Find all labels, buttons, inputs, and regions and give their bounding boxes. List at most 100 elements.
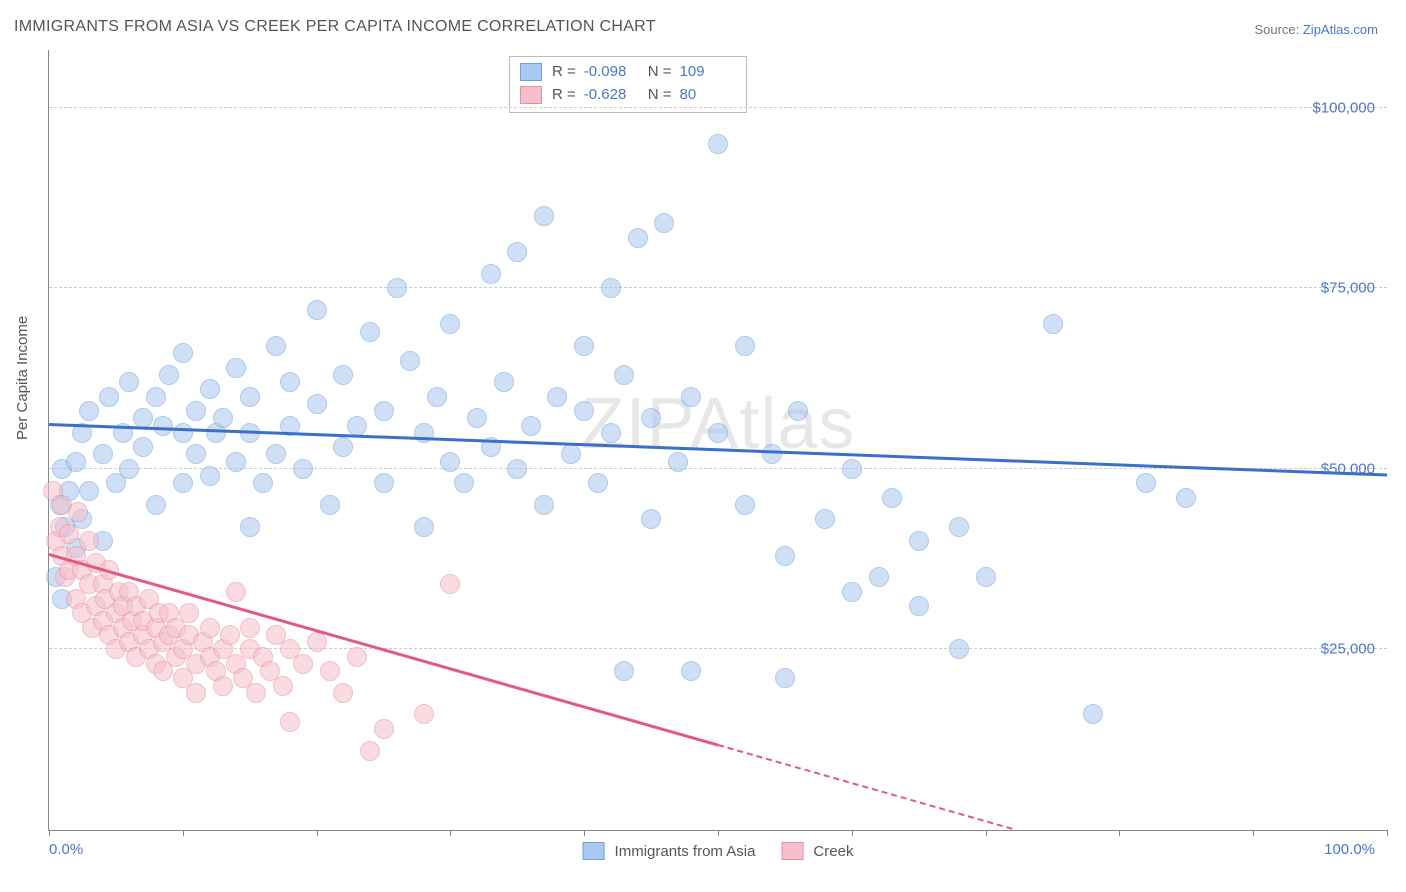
data-point <box>628 228 648 248</box>
data-point <box>414 704 434 724</box>
swatch-creek-icon <box>520 86 542 104</box>
data-point <box>949 639 969 659</box>
stat-r-label: R = <box>552 61 576 84</box>
x-axis-max-label: 100.0% <box>1324 841 1375 858</box>
x-tick <box>986 830 987 836</box>
data-point <box>226 582 246 602</box>
data-point <box>775 668 795 688</box>
data-point <box>360 322 380 342</box>
data-point <box>601 278 621 298</box>
data-point <box>374 473 394 493</box>
data-point <box>588 473 608 493</box>
data-point <box>534 495 554 515</box>
x-tick <box>718 830 719 836</box>
data-point <box>79 401 99 421</box>
data-point <box>427 387 447 407</box>
data-point <box>119 372 139 392</box>
data-point <box>1083 704 1103 724</box>
data-point <box>601 423 621 443</box>
plot-area: ZIPAtlas R = -0.098 N = 109 R = -0.628 N… <box>48 50 1387 831</box>
source-prefix: Source: <box>1254 22 1302 37</box>
y-tick-label: $75,000 <box>1321 280 1375 297</box>
data-point <box>173 423 193 443</box>
legend-item-asia: Immigrants from Asia <box>583 842 756 860</box>
stats-row-creek: R = -0.628 N = 80 <box>520 84 736 107</box>
data-point <box>246 683 266 703</box>
data-point <box>240 618 260 638</box>
data-point <box>775 546 795 566</box>
data-point <box>507 242 527 262</box>
x-tick <box>317 830 318 836</box>
data-point <box>481 264 501 284</box>
data-point <box>869 567 889 587</box>
data-point <box>333 683 353 703</box>
data-point <box>788 401 808 421</box>
data-point <box>293 459 313 479</box>
gridline <box>49 287 1387 288</box>
legend: Immigrants from Asia Creek <box>583 842 854 860</box>
data-point <box>119 459 139 479</box>
data-point <box>266 336 286 356</box>
data-point <box>842 582 862 602</box>
source-link[interactable]: ZipAtlas.com <box>1303 22 1378 37</box>
gridline <box>49 107 1387 108</box>
data-point <box>387 278 407 298</box>
x-tick <box>49 830 50 836</box>
y-axis-label: Per Capita Income <box>14 316 31 440</box>
data-point <box>574 336 594 356</box>
data-point <box>280 712 300 732</box>
data-point <box>333 437 353 457</box>
data-point <box>93 444 113 464</box>
data-point <box>521 416 541 436</box>
x-tick <box>1119 830 1120 836</box>
data-point <box>320 661 340 681</box>
stats-row-asia: R = -0.098 N = 109 <box>520 61 736 84</box>
data-point <box>440 314 460 334</box>
data-point <box>1043 314 1063 334</box>
data-point <box>79 481 99 501</box>
stat-r-asia: -0.098 <box>584 61 640 84</box>
swatch-asia-icon <box>520 63 542 81</box>
data-point <box>454 473 474 493</box>
data-point <box>333 365 353 385</box>
data-point <box>200 618 220 638</box>
data-point <box>99 387 119 407</box>
data-point <box>641 509 661 529</box>
x-tick <box>1387 830 1388 836</box>
data-point <box>159 365 179 385</box>
y-tick-label: $100,000 <box>1312 99 1375 116</box>
data-point <box>762 444 782 464</box>
data-point <box>534 206 554 226</box>
data-point <box>440 452 460 472</box>
data-point <box>66 452 86 472</box>
data-point <box>307 632 327 652</box>
data-point <box>173 343 193 363</box>
data-point <box>186 444 206 464</box>
data-point <box>347 647 367 667</box>
x-tick <box>183 830 184 836</box>
data-point <box>681 387 701 407</box>
data-point <box>1176 488 1196 508</box>
data-point <box>681 661 701 681</box>
data-point <box>213 408 233 428</box>
x-tick <box>584 830 585 836</box>
data-point <box>146 387 166 407</box>
data-point <box>494 372 514 392</box>
data-point <box>547 387 567 407</box>
data-point <box>213 676 233 696</box>
legend-swatch-creek-icon <box>781 842 803 860</box>
data-point <box>186 401 206 421</box>
data-point <box>614 365 634 385</box>
data-point <box>949 517 969 537</box>
legend-item-creek: Creek <box>781 842 853 860</box>
data-point <box>320 495 340 515</box>
data-point <box>815 509 835 529</box>
stat-n-creek: 80 <box>680 84 736 107</box>
data-point <box>186 683 206 703</box>
data-point <box>200 466 220 486</box>
data-point <box>976 567 996 587</box>
legend-label-creek: Creek <box>813 843 853 860</box>
data-point <box>708 423 728 443</box>
stat-n-asia: 109 <box>680 61 736 84</box>
x-tick <box>852 830 853 836</box>
